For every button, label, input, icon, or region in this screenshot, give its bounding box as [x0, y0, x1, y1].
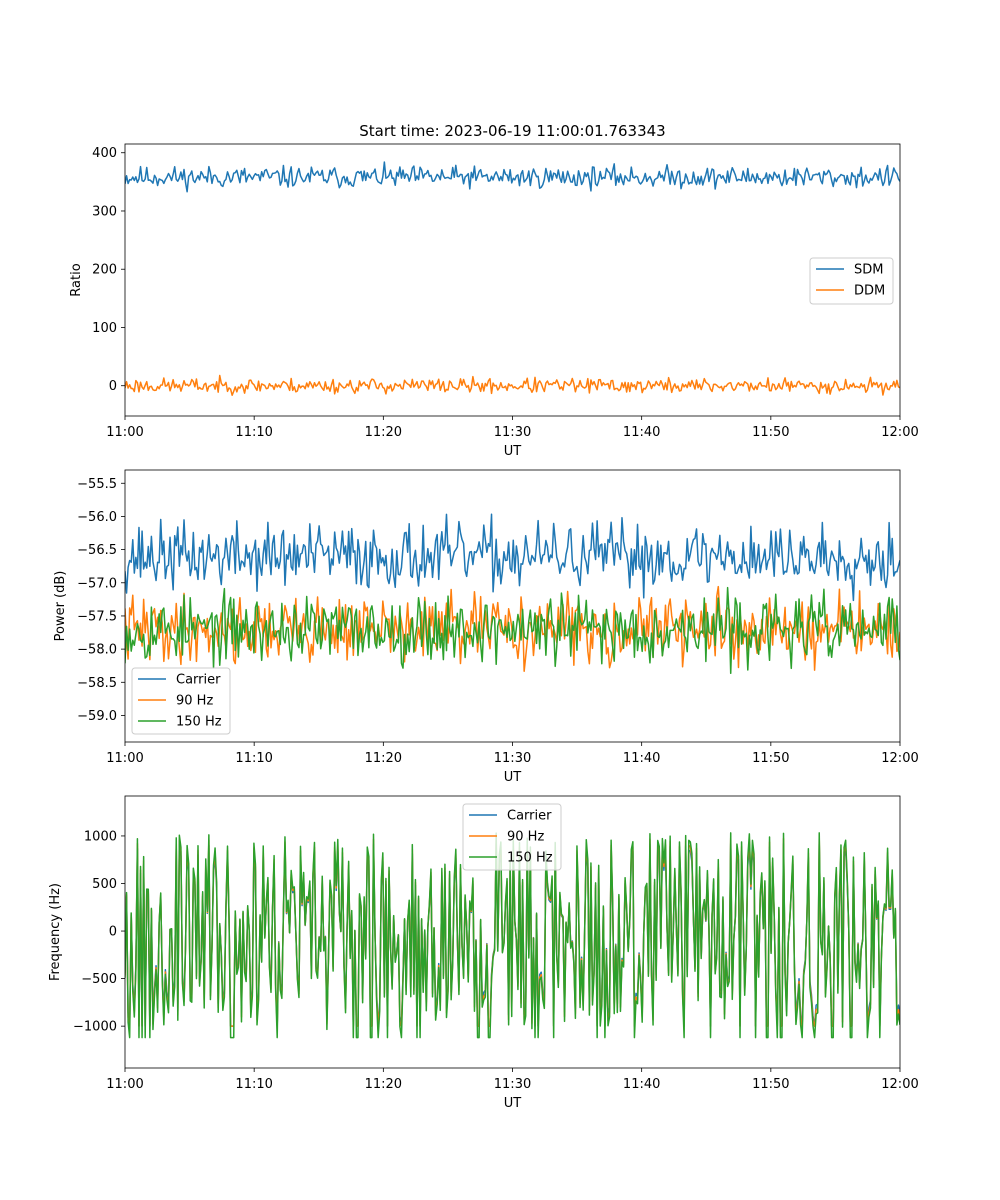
legend-label: 90 Hz	[507, 830, 544, 845]
legend-label: Carrier	[176, 673, 221, 688]
x-tick-label: 11:50	[752, 751, 789, 766]
y-tick-label: −56.5	[77, 543, 117, 558]
y-tick-label: 0	[109, 925, 117, 940]
x-tick-label: 11:40	[623, 751, 660, 766]
y-tick-label: 100	[92, 321, 117, 336]
series-line-sdm	[125, 161, 900, 193]
x-tick-label: 11:40	[623, 1077, 660, 1092]
frequency-panel: 11:00 11:10 11:20 11:30 11:40 11:50 12:00 −1000…	[48, 795, 919, 1111]
y-tick-label: −57.0	[77, 576, 117, 591]
x-tick-label: 11:00	[106, 751, 143, 766]
ratio-panel: 11:00 11:10 11:20 11:30 11:40 11:50 12:00 0 100 2…	[69, 143, 919, 459]
x-tick-label: 11:20	[365, 751, 402, 766]
y-tick-label: −500	[81, 972, 117, 987]
x-axis-label: UT	[504, 444, 522, 459]
y-axis-label: Ratio	[69, 263, 84, 296]
x-tick-label: 11:10	[235, 1077, 272, 1092]
y-tick-label: −1000	[73, 1020, 117, 1035]
y-axis-label: Power (dB)	[53, 571, 68, 642]
x-tick-label: 12:00	[881, 751, 918, 766]
y-tick-label: 300	[92, 204, 117, 219]
x-tick-label: 11:20	[365, 425, 402, 440]
x-axis-label: UT	[504, 770, 522, 785]
x-tick-label: 11:50	[752, 425, 789, 440]
x-tick-label: 11:00	[106, 425, 143, 440]
y-tick-label: −58.0	[77, 643, 117, 658]
x-tick-label: 11:10	[235, 425, 272, 440]
y-tick-label: −58.5	[77, 676, 117, 691]
x-tick-label: 11:50	[752, 1077, 789, 1092]
x-tick-label: 11:30	[494, 425, 531, 440]
x-tick-label: 11:30	[494, 1077, 531, 1092]
x-tick-label: 12:00	[881, 1077, 918, 1092]
legend: SDM DDM	[809, 257, 894, 305]
legend: Carrier 90 Hz 150 Hz	[131, 667, 231, 735]
y-tick-label: −55.5	[77, 477, 117, 492]
y-tick-label: 200	[92, 263, 117, 278]
legend-box	[131, 667, 231, 735]
legend: Carrier 90 Hz 150 Hz	[462, 803, 562, 871]
series-line-carrier	[125, 513, 900, 602]
series-line-150-hz	[125, 832, 900, 1039]
series-line-150-hz	[125, 586, 900, 675]
y-tick-label: 500	[92, 877, 117, 892]
y-tick-label: −59.0	[77, 709, 117, 724]
legend-label: SDM	[854, 263, 883, 278]
legend-label: Carrier	[507, 809, 552, 824]
y-tick-label: 0	[109, 379, 117, 394]
power-panel: 11:00 11:10 11:20 11:30 11:40 11:50 12:00 −59.0…	[53, 469, 919, 785]
y-tick-label: 400	[92, 146, 117, 161]
x-tick-label: 11:20	[365, 1077, 402, 1092]
x-tick-label: 11:10	[235, 751, 272, 766]
x-tick-label: 11:40	[623, 425, 660, 440]
legend-label: 150 Hz	[176, 715, 222, 730]
y-tick-label: 1000	[84, 829, 117, 844]
legend-label: 90 Hz	[176, 694, 213, 709]
legend-box	[462, 803, 562, 871]
y-axis-label: Frequency (Hz)	[48, 883, 63, 981]
y-tick-label: −56.0	[77, 510, 117, 525]
figure-title: Start time: 2023-06-19 11:00:01.763343	[359, 122, 665, 140]
x-tick-label: 11:30	[494, 751, 531, 766]
x-tick-label: 11:00	[106, 1077, 143, 1092]
x-axis-label: UT	[504, 1096, 522, 1111]
y-tick-label: −57.5	[77, 609, 117, 624]
legend-label: DDM	[854, 284, 885, 299]
x-tick-label: 12:00	[881, 425, 918, 440]
legend-label: 150 Hz	[507, 851, 553, 866]
series-line-ddm	[125, 374, 900, 397]
